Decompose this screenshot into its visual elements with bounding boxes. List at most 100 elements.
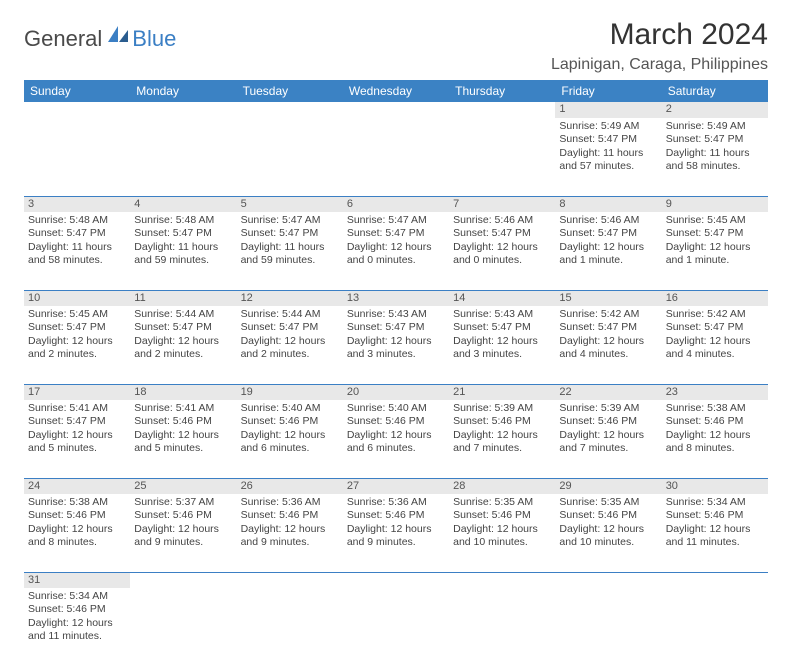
day-cell — [237, 118, 343, 196]
day-number-cell: 25 — [130, 478, 236, 494]
sunset-line: Sunset: 5:47 PM — [347, 321, 445, 334]
daylight-line: Daylight: 12 hours and 3 minutes. — [347, 335, 445, 362]
sunrise-line: Sunrise: 5:43 AM — [453, 308, 551, 321]
daylight-line: Daylight: 12 hours and 2 minutes. — [134, 335, 232, 362]
day-number-cell: 3 — [24, 196, 130, 212]
day-cell: Sunrise: 5:44 AMSunset: 5:47 PMDaylight:… — [237, 306, 343, 384]
day-content-row: Sunrise: 5:49 AMSunset: 5:47 PMDaylight:… — [24, 118, 768, 196]
sail-icon — [106, 24, 130, 49]
day-number-cell: 2 — [662, 102, 768, 118]
day-number-cell: 26 — [237, 478, 343, 494]
daylight-line: Daylight: 11 hours and 59 minutes. — [241, 241, 339, 268]
day-number-cell: 23 — [662, 384, 768, 400]
day-number-cell: 28 — [449, 478, 555, 494]
day-cell — [449, 118, 555, 196]
daylight-line: Daylight: 12 hours and 2 minutes. — [28, 335, 126, 362]
sunset-line: Sunset: 5:46 PM — [241, 415, 339, 428]
weekday-header-row: SundayMondayTuesdayWednesdayThursdayFrid… — [24, 80, 768, 102]
day-number-cell: 22 — [555, 384, 661, 400]
day-cell — [130, 588, 236, 666]
day-cell: Sunrise: 5:34 AMSunset: 5:46 PMDaylight:… — [24, 588, 130, 666]
sunset-line: Sunset: 5:46 PM — [134, 509, 232, 522]
sunset-line: Sunset: 5:47 PM — [134, 227, 232, 240]
day-number-cell — [449, 102, 555, 118]
daynum-row: 12 — [24, 102, 768, 118]
sunrise-line: Sunrise: 5:47 AM — [241, 214, 339, 227]
daylight-line: Daylight: 11 hours and 58 minutes. — [28, 241, 126, 268]
sunset-line: Sunset: 5:46 PM — [453, 509, 551, 522]
day-content-row: Sunrise: 5:45 AMSunset: 5:47 PMDaylight:… — [24, 306, 768, 384]
sunrise-line: Sunrise: 5:46 AM — [453, 214, 551, 227]
day-cell — [343, 118, 449, 196]
daylight-line: Daylight: 12 hours and 10 minutes. — [559, 523, 657, 550]
calendar-body: 12Sunrise: 5:49 AMSunset: 5:47 PMDayligh… — [24, 102, 768, 666]
daylight-line: Daylight: 12 hours and 1 minute. — [559, 241, 657, 268]
day-number-cell: 1 — [555, 102, 661, 118]
day-number-cell: 10 — [24, 290, 130, 306]
sunrise-line: Sunrise: 5:48 AM — [28, 214, 126, 227]
daylight-line: Daylight: 11 hours and 57 minutes. — [559, 147, 657, 174]
sunrise-line: Sunrise: 5:38 AM — [666, 402, 764, 415]
weekday-header: Friday — [555, 80, 661, 102]
sunrise-line: Sunrise: 5:49 AM — [559, 120, 657, 133]
sunset-line: Sunset: 5:47 PM — [28, 321, 126, 334]
title-block: March 2024 Lapinigan, Caraga, Philippine… — [551, 18, 768, 74]
sunset-line: Sunset: 5:47 PM — [134, 321, 232, 334]
day-cell — [130, 118, 236, 196]
day-number-cell — [662, 572, 768, 588]
day-cell: Sunrise: 5:35 AMSunset: 5:46 PMDaylight:… — [555, 494, 661, 572]
sunset-line: Sunset: 5:47 PM — [559, 227, 657, 240]
daylight-line: Daylight: 12 hours and 4 minutes. — [559, 335, 657, 362]
sunrise-line: Sunrise: 5:40 AM — [241, 402, 339, 415]
day-number-cell — [449, 572, 555, 588]
sunset-line: Sunset: 5:46 PM — [347, 415, 445, 428]
day-cell — [555, 588, 661, 666]
sunrise-line: Sunrise: 5:34 AM — [666, 496, 764, 509]
day-content-row: Sunrise: 5:38 AMSunset: 5:46 PMDaylight:… — [24, 494, 768, 572]
sunset-line: Sunset: 5:47 PM — [559, 133, 657, 146]
sunrise-line: Sunrise: 5:41 AM — [134, 402, 232, 415]
sunrise-line: Sunrise: 5:36 AM — [347, 496, 445, 509]
sunrise-line: Sunrise: 5:47 AM — [347, 214, 445, 227]
sunrise-line: Sunrise: 5:34 AM — [28, 590, 126, 603]
daynum-row: 24252627282930 — [24, 478, 768, 494]
day-cell: Sunrise: 5:43 AMSunset: 5:47 PMDaylight:… — [449, 306, 555, 384]
day-cell — [237, 588, 343, 666]
day-number-cell: 11 — [130, 290, 236, 306]
sunset-line: Sunset: 5:47 PM — [241, 321, 339, 334]
daylight-line: Daylight: 11 hours and 59 minutes. — [134, 241, 232, 268]
sunset-line: Sunset: 5:46 PM — [241, 509, 339, 522]
sunrise-line: Sunrise: 5:39 AM — [453, 402, 551, 415]
day-cell: Sunrise: 5:43 AMSunset: 5:47 PMDaylight:… — [343, 306, 449, 384]
day-number-cell: 7 — [449, 196, 555, 212]
day-number-cell — [130, 572, 236, 588]
day-number-cell: 31 — [24, 572, 130, 588]
day-cell: Sunrise: 5:39 AMSunset: 5:46 PMDaylight:… — [555, 400, 661, 478]
day-cell: Sunrise: 5:38 AMSunset: 5:46 PMDaylight:… — [662, 400, 768, 478]
sunset-line: Sunset: 5:47 PM — [453, 321, 551, 334]
daylight-line: Daylight: 12 hours and 5 minutes. — [134, 429, 232, 456]
day-cell: Sunrise: 5:42 AMSunset: 5:47 PMDaylight:… — [555, 306, 661, 384]
day-cell: Sunrise: 5:46 AMSunset: 5:47 PMDaylight:… — [449, 212, 555, 290]
day-cell — [662, 588, 768, 666]
day-cell: Sunrise: 5:35 AMSunset: 5:46 PMDaylight:… — [449, 494, 555, 572]
sunrise-line: Sunrise: 5:36 AM — [241, 496, 339, 509]
day-cell: Sunrise: 5:40 AMSunset: 5:46 PMDaylight:… — [237, 400, 343, 478]
sunset-line: Sunset: 5:47 PM — [453, 227, 551, 240]
daynum-row: 31 — [24, 572, 768, 588]
sunset-line: Sunset: 5:47 PM — [666, 133, 764, 146]
sunrise-line: Sunrise: 5:49 AM — [666, 120, 764, 133]
day-cell: Sunrise: 5:49 AMSunset: 5:47 PMDaylight:… — [555, 118, 661, 196]
day-cell: Sunrise: 5:48 AMSunset: 5:47 PMDaylight:… — [24, 212, 130, 290]
sunrise-line: Sunrise: 5:42 AM — [666, 308, 764, 321]
sunset-line: Sunset: 5:46 PM — [666, 415, 764, 428]
day-cell: Sunrise: 5:38 AMSunset: 5:46 PMDaylight:… — [24, 494, 130, 572]
day-number-cell: 14 — [449, 290, 555, 306]
day-number-cell: 16 — [662, 290, 768, 306]
day-cell: Sunrise: 5:44 AMSunset: 5:47 PMDaylight:… — [130, 306, 236, 384]
day-number-cell: 19 — [237, 384, 343, 400]
sunset-line: Sunset: 5:46 PM — [559, 509, 657, 522]
brand-logo: General Blue — [24, 26, 176, 52]
daylight-line: Daylight: 12 hours and 8 minutes. — [28, 523, 126, 550]
brand-text-1: General — [24, 26, 102, 52]
